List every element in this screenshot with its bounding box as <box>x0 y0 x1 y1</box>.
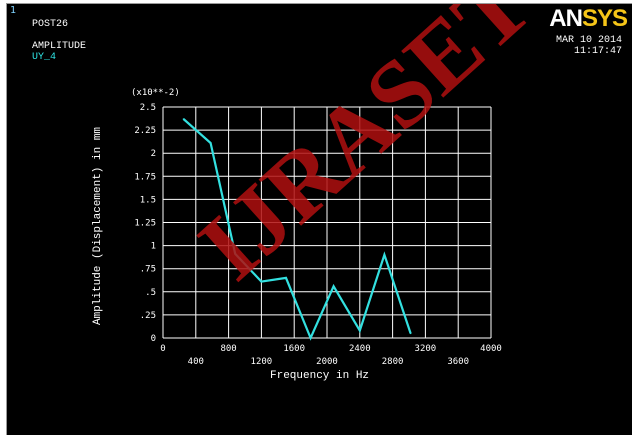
logo-text-a: AN <box>549 5 583 32</box>
y-scale-note: (x10**-2) <box>131 88 180 98</box>
quantity-label: AMPLITUDE <box>32 41 87 52</box>
x-tick-label: 3600 <box>447 357 469 367</box>
x-tick-label: 2800 <box>382 357 404 367</box>
ansys-logo: ANSYS <box>549 5 628 32</box>
y-axis-label: Amplitude (Displacement) in mm <box>92 127 104 325</box>
x-tick-label: 1200 <box>251 357 273 367</box>
variable-label: UY_4 <box>32 52 57 63</box>
data-point <box>359 329 361 332</box>
post-processor-label: POST26 <box>32 19 69 30</box>
x-tick-label: 1600 <box>283 344 305 354</box>
series-layer <box>182 118 412 341</box>
date-label: MAR 10 2014 <box>555 35 622 46</box>
data-point <box>182 118 185 120</box>
y-tick-label: 2.5 <box>140 103 156 113</box>
y-tick-label: .25 <box>140 311 156 321</box>
x-tick-label: 2000 <box>316 357 338 367</box>
x-tick-label: 400 <box>188 357 204 367</box>
x-tick-label: 2400 <box>349 344 371 354</box>
window-number: 1 <box>10 5 17 16</box>
x-tick-label: 0 <box>160 344 165 354</box>
x-tick-label: 4000 <box>480 344 502 354</box>
data-point <box>409 332 412 335</box>
graphics-window: 1 POST26 AMPLITUDE UY_4 ANSYS MAR 10 201… <box>6 3 632 435</box>
time-label: 11:17:47 <box>573 46 622 57</box>
y-tick-label: 1.5 <box>140 195 156 205</box>
data-point <box>234 253 236 255</box>
label-layer: 0 .25 .5 .75 1 1.25 1.5 1.75 2 2.25 2.5 0 400 800 1200… <box>134 103 502 367</box>
y-tick-label: 1.25 <box>134 219 156 229</box>
data-point <box>285 277 287 279</box>
series-line <box>182 118 412 341</box>
y-tick-label: 2 <box>151 149 156 159</box>
y-tick-label: 1 <box>151 242 156 252</box>
data-point <box>309 337 312 339</box>
y-tick-label: .75 <box>140 265 156 275</box>
y-tick-label: 1.75 <box>134 172 156 182</box>
data-point <box>260 280 263 283</box>
logo-text-b: SYS <box>581 5 628 32</box>
data-point <box>209 142 212 144</box>
y-tick-label: 2.25 <box>134 126 156 136</box>
data-point <box>383 254 386 256</box>
x-axis-label: Frequency in Hz <box>270 370 369 382</box>
y-tick-label: .5 <box>145 288 156 298</box>
x-tick-label: 800 <box>220 344 236 354</box>
x-tick-label: 3200 <box>415 344 437 354</box>
y-tick-label: 0 <box>151 334 156 344</box>
data-point <box>332 285 335 288</box>
chart: 0 .25 .5 .75 1 1.25 1.5 1.75 2 2.25 2.5 0 400 800 1200… <box>92 88 502 382</box>
